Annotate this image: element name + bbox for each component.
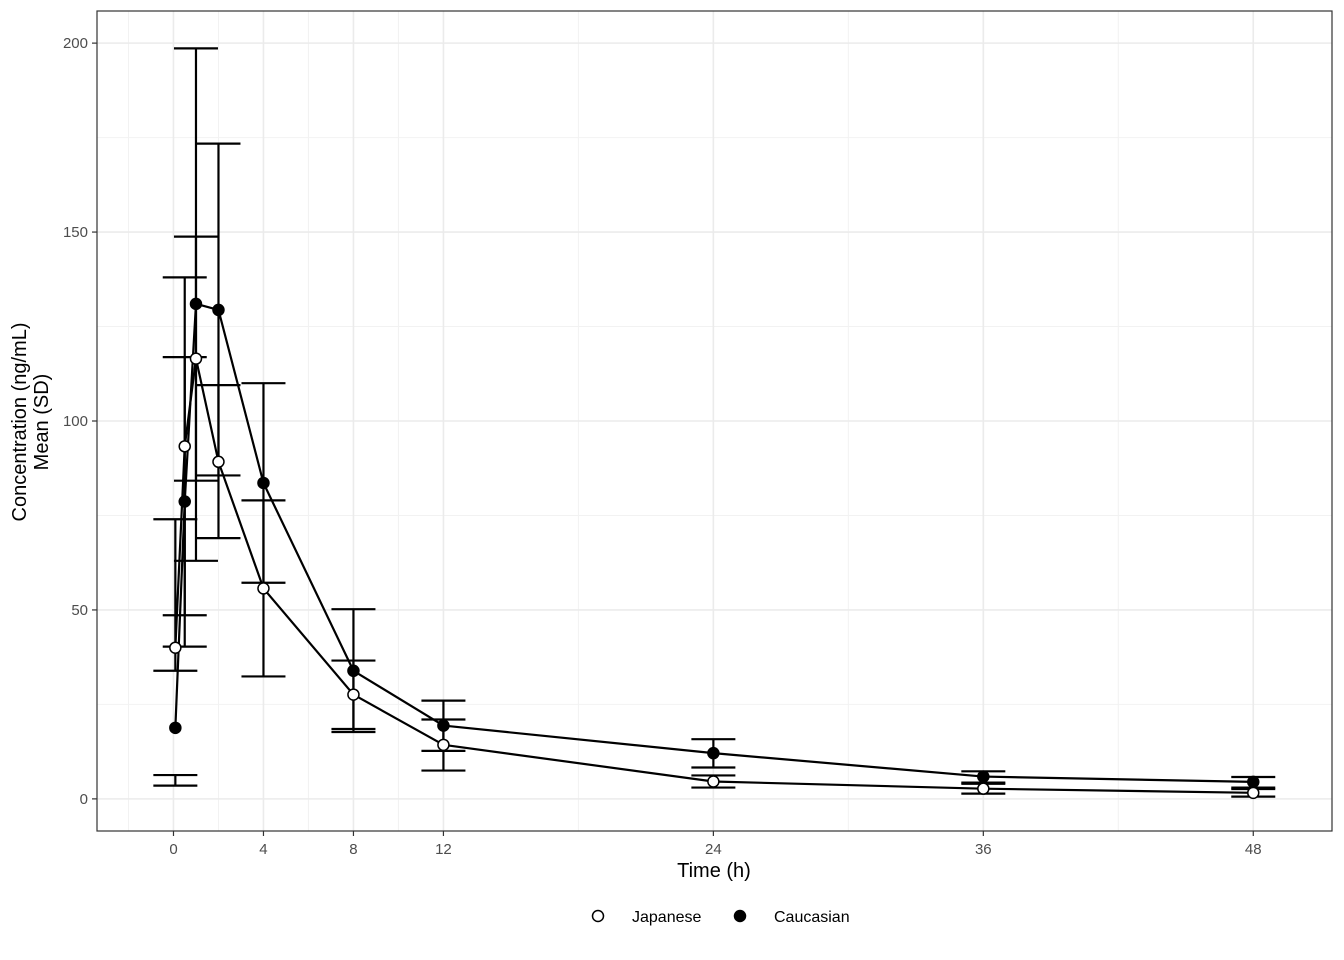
series-line <box>174 357 1254 794</box>
data-point-japanese <box>707 775 720 788</box>
data-point-caucasian <box>212 303 225 317</box>
y-tick-label: 200 <box>63 35 88 52</box>
data-point-caucasian <box>977 770 990 783</box>
legend-label-japanese: Japanese <box>632 909 701 926</box>
data-point-japanese <box>189 352 203 365</box>
y-axis-title-line2: Mean (SD) <box>31 374 53 471</box>
legend: Japanese Caucasian <box>591 909 850 926</box>
x-tick-label: 4 <box>259 841 267 858</box>
data-point-japanese <box>437 738 450 752</box>
x-axis: 0 4 8 12 24 36 48 <box>169 831 1262 858</box>
data-point-caucasian <box>257 476 270 490</box>
x-axis-title: Time (h) <box>677 860 751 882</box>
y-axis: 0 50 100 150 200 <box>63 35 97 808</box>
y-axis-title-line1: Concentration (ng/mL) <box>9 323 31 522</box>
data-point-caucasian <box>707 746 720 760</box>
x-tick-label: 8 <box>349 841 357 858</box>
data-point-caucasian <box>178 495 191 508</box>
y-tick-label: 50 <box>71 602 88 619</box>
series-layer <box>153 47 1276 800</box>
data-point-caucasian <box>189 297 203 311</box>
data-point-japanese <box>257 582 270 595</box>
legend-key-caucasian <box>733 909 747 923</box>
data-point-japanese <box>169 641 182 654</box>
series-japanese <box>153 235 1276 798</box>
series-caucasian <box>153 47 1276 789</box>
data-point-japanese <box>347 688 360 701</box>
data-point-caucasian <box>169 721 182 735</box>
data-point-japanese <box>178 440 191 453</box>
grid-major <box>97 11 1332 831</box>
legend-label-caucasian: Caucasian <box>774 909 850 926</box>
x-tick-label: 24 <box>705 841 722 858</box>
data-point-caucasian <box>1247 775 1260 789</box>
x-tick-label: 12 <box>435 841 452 858</box>
y-tick-label: 100 <box>63 413 88 430</box>
y-tick-label: 0 <box>80 791 88 808</box>
x-tick-label: 0 <box>169 841 177 858</box>
data-point-japanese <box>212 455 225 469</box>
data-point-caucasian <box>347 664 360 678</box>
data-point-japanese <box>1247 786 1260 800</box>
x-tick-label: 36 <box>975 841 992 858</box>
series-line <box>174 302 1254 783</box>
data-point-japanese <box>977 782 990 795</box>
y-tick-label: 150 <box>63 224 88 241</box>
data-point-caucasian <box>437 719 450 732</box>
legend-key-japanese <box>591 909 605 923</box>
x-tick-label: 48 <box>1245 841 1262 858</box>
